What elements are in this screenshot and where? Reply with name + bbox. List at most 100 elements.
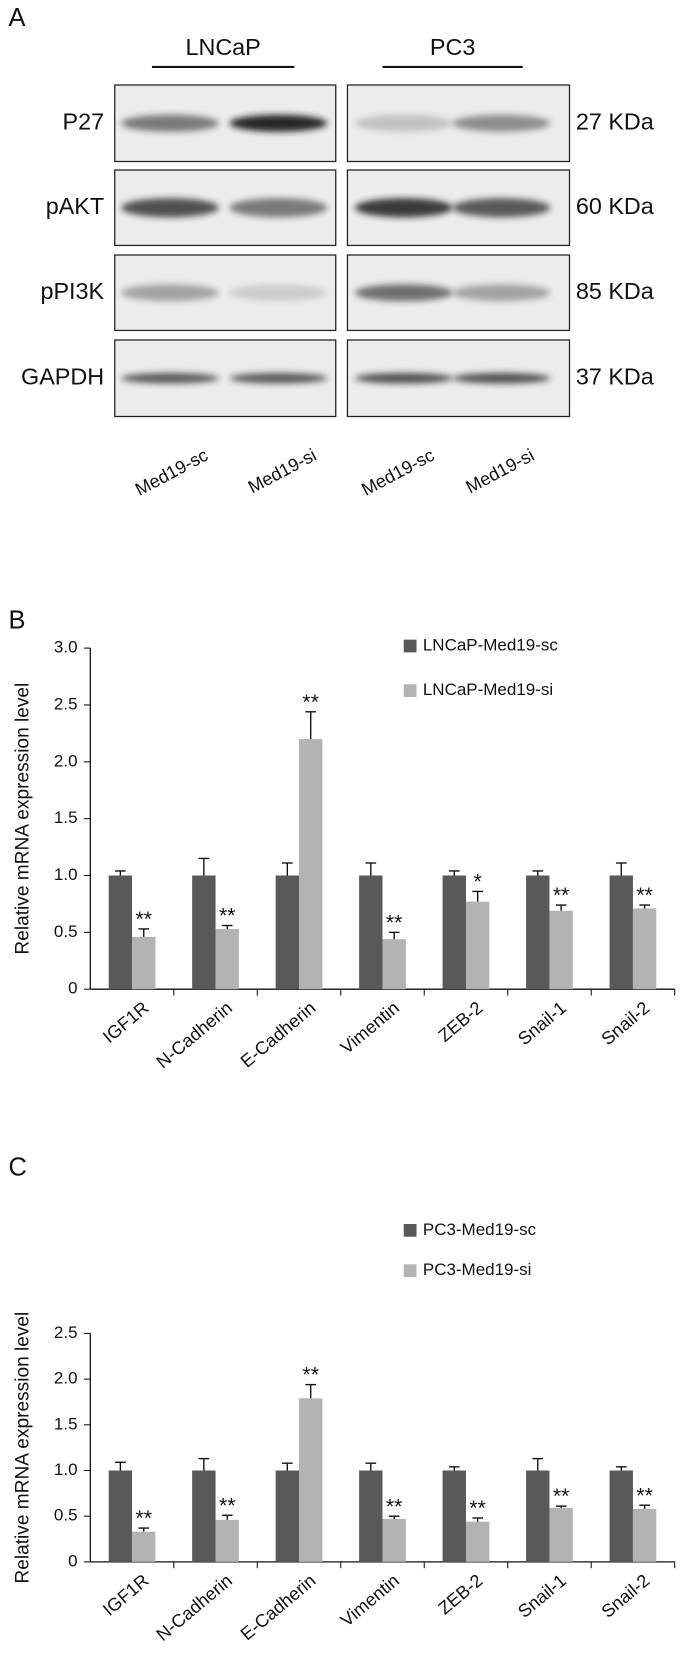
significance: ** xyxy=(553,883,570,907)
blot-band xyxy=(354,114,453,132)
significance: ** xyxy=(302,1363,319,1387)
error-bar xyxy=(282,862,293,876)
error-bar xyxy=(198,1457,210,1471)
x-tick-label: IGF1R xyxy=(99,998,153,1047)
error-bar xyxy=(138,928,150,937)
error-bar xyxy=(615,1466,627,1471)
bar xyxy=(299,739,323,990)
error-bar xyxy=(472,1517,483,1522)
significance: ** xyxy=(302,690,319,714)
error-bar xyxy=(639,1504,650,1509)
legend-label: PC3-Med19-si xyxy=(423,1260,532,1279)
blot-band xyxy=(121,284,219,302)
blot-band xyxy=(452,198,551,218)
x-tick-label: Snail-1 xyxy=(514,1570,570,1621)
legend-swatch xyxy=(403,1223,417,1237)
bar xyxy=(632,908,657,990)
significance: ** xyxy=(553,1484,570,1508)
y-tick-label: 0 xyxy=(68,1551,77,1570)
panel-label: C xyxy=(9,1153,27,1181)
significance: * xyxy=(474,870,482,894)
error-bar xyxy=(532,870,544,876)
error-bar xyxy=(388,931,400,940)
error-bar xyxy=(365,862,377,876)
x-tick-label: ZEB-2 xyxy=(434,1570,486,1618)
blot-band xyxy=(121,372,219,384)
size-label: 27 KDa xyxy=(576,108,654,134)
bar xyxy=(382,1518,406,1562)
size-label: 37 KDa xyxy=(576,363,654,389)
y-tick-label: 2.0 xyxy=(54,751,78,770)
x-tick-label: Snail-1 xyxy=(514,998,570,1049)
error-bar xyxy=(388,1515,400,1519)
significance: ** xyxy=(386,910,403,934)
significance: ** xyxy=(386,1494,403,1518)
blot-band xyxy=(229,284,328,302)
protein-label: P27 xyxy=(63,108,105,134)
y-tick-label: 0.5 xyxy=(54,922,78,941)
y-tick-label: 1.0 xyxy=(54,865,78,884)
bar xyxy=(215,1519,239,1562)
bar xyxy=(299,1398,323,1562)
blot-band xyxy=(452,284,551,302)
y-axis-title: Relative mRNA expression level xyxy=(12,683,33,955)
x-tick-label: Snail-2 xyxy=(598,998,654,1049)
significance: ** xyxy=(219,1493,236,1517)
blot-band xyxy=(229,114,328,132)
error-bar xyxy=(305,711,317,740)
cell-line-label: PC3 xyxy=(430,34,475,60)
x-tick-label: E-Cadherin xyxy=(237,1570,320,1644)
lane-label: Med19-si xyxy=(245,445,320,498)
error-bar xyxy=(555,904,567,911)
size-label: 60 KDa xyxy=(576,193,654,219)
bar xyxy=(549,1507,573,1562)
x-tick-label: Snail-2 xyxy=(598,1570,654,1621)
x-tick-label: E-Cadherin xyxy=(237,998,320,1072)
bar xyxy=(215,928,239,990)
bar xyxy=(192,875,216,990)
protein-label: GAPDH xyxy=(21,363,104,389)
panel-label: A xyxy=(9,4,26,32)
error-bar xyxy=(282,1462,293,1471)
bar xyxy=(382,939,406,990)
legend-swatch xyxy=(403,1264,417,1278)
blot-band xyxy=(452,372,551,384)
error-bar xyxy=(221,924,233,929)
y-tick-label: 3.0 xyxy=(54,638,78,657)
y-tick-label: 0 xyxy=(68,979,77,998)
x-tick-label: N-Cadherin xyxy=(152,1570,236,1645)
significance: ** xyxy=(219,904,236,928)
bar xyxy=(526,1470,550,1562)
significance: ** xyxy=(636,1483,653,1507)
lane-label: Med19-sc xyxy=(132,445,211,500)
x-tick-label: N-Cadherin xyxy=(152,998,236,1073)
y-tick-label: 2.5 xyxy=(54,1323,78,1342)
bar xyxy=(108,875,133,990)
error-bar xyxy=(365,1462,377,1471)
legend-swatch xyxy=(403,684,417,697)
bar xyxy=(192,1470,216,1562)
error-bar xyxy=(639,904,650,909)
error-bar xyxy=(115,870,126,876)
y-axis-title: Relative mRNA expression level xyxy=(12,1312,33,1584)
error-bar xyxy=(198,857,210,876)
error-bar xyxy=(472,890,483,902)
blot-band xyxy=(229,372,328,384)
protein-label: pAKT xyxy=(46,193,104,219)
bar xyxy=(275,1470,300,1562)
significance: ** xyxy=(636,883,653,907)
legend-label: LNCaP-Med19-si xyxy=(423,680,553,699)
x-tick-label: Vimentin xyxy=(337,1570,403,1630)
y-tick-label: 1.5 xyxy=(54,808,78,827)
bar xyxy=(132,1531,156,1562)
bar xyxy=(108,1470,133,1562)
error-bar xyxy=(305,1383,317,1399)
bar xyxy=(549,910,573,990)
bar xyxy=(132,936,156,990)
legend-swatch xyxy=(403,639,417,653)
significance: ** xyxy=(135,907,152,931)
bar xyxy=(442,875,466,990)
bar xyxy=(359,1470,383,1562)
blot-band xyxy=(121,198,219,218)
